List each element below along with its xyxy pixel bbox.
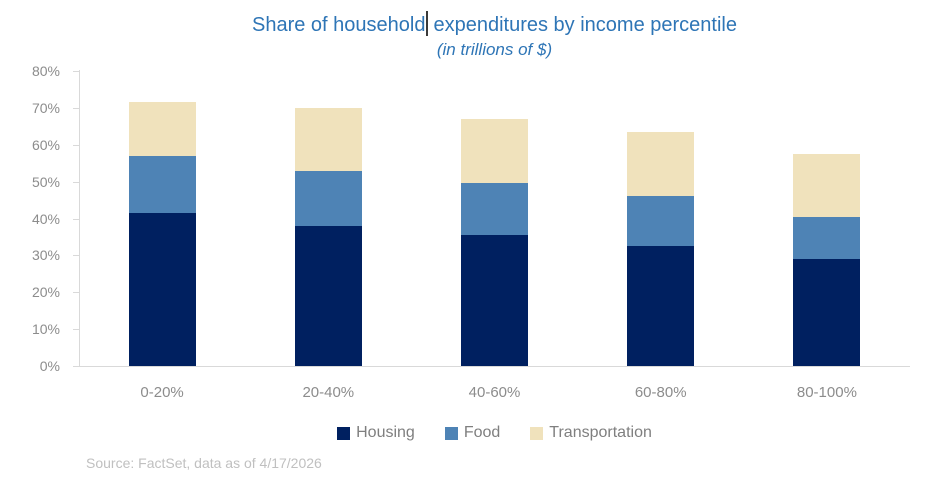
chart-title[interactable]: Share of household expenditures by income… xyxy=(79,11,910,38)
legend-label: Food xyxy=(463,424,501,441)
legend-swatch-food xyxy=(444,426,458,440)
legend-label: Transportation xyxy=(549,424,652,441)
legend-label: Housing xyxy=(356,424,415,441)
y-tick-label: 40% xyxy=(31,210,60,227)
legend-swatch-transportation xyxy=(530,426,544,440)
chart-subtitle: (in trillions of $) xyxy=(436,40,553,59)
x-category-label: 60-80% xyxy=(634,384,687,401)
x-axis-line xyxy=(79,366,910,367)
y-tick-mark xyxy=(73,255,80,257)
y-tick-label: 70% xyxy=(31,99,60,116)
source-note: Source: FactSet, data as of 4/17/2026 xyxy=(86,455,322,471)
x-category-label: 0-20% xyxy=(140,384,184,401)
bar-segment-transportation-0-20%[interactable] xyxy=(128,102,196,156)
bar-segment-transportation-20-40%[interactable] xyxy=(294,107,362,171)
y-tick-label: 0% xyxy=(39,358,60,374)
y-axis-line xyxy=(79,70,80,366)
y-tick-mark xyxy=(73,107,80,109)
text-cursor-caret xyxy=(426,11,429,36)
y-tick-mark xyxy=(73,292,80,294)
bar-segment-food-20-40%[interactable] xyxy=(294,170,362,226)
legend-item-transportation: Transportation xyxy=(530,424,652,442)
bar-segment-housing-60-80%[interactable] xyxy=(627,246,695,366)
bar-segment-housing-40-60%[interactable] xyxy=(461,235,528,366)
chart-title-text-before-cursor: Share of household xyxy=(252,14,426,36)
bar-segment-housing-0-20%[interactable] xyxy=(128,212,196,366)
bar-segment-housing-80-100%[interactable] xyxy=(793,259,861,366)
y-tick-mark xyxy=(73,329,80,331)
y-tick-mark xyxy=(73,366,80,367)
legend: Housing Food Transportation xyxy=(79,424,910,442)
bar-segment-transportation-80-100%[interactable] xyxy=(793,153,861,217)
legend-swatch-housing xyxy=(337,426,351,440)
y-tick-mark xyxy=(73,181,80,183)
y-tick-mark xyxy=(73,144,80,146)
y-tick-mark xyxy=(73,71,80,72)
y-tick-label: 20% xyxy=(31,284,60,301)
y-tick-label: 30% xyxy=(31,247,60,264)
legend-item-food: Food xyxy=(444,424,501,442)
x-category-label: 20-40% xyxy=(302,384,355,401)
bar-segment-housing-20-40%[interactable] xyxy=(294,225,362,366)
y-tick-label: 80% xyxy=(31,63,60,79)
y-tick-mark xyxy=(73,218,80,220)
bar-segment-transportation-60-80%[interactable] xyxy=(627,131,695,197)
bar-segment-transportation-40-60%[interactable] xyxy=(461,118,528,184)
y-tick-label: 10% xyxy=(31,321,60,338)
bar-segment-food-0-20%[interactable] xyxy=(128,155,196,213)
y-tick-label: 60% xyxy=(31,136,60,153)
bar-segment-food-60-80%[interactable] xyxy=(627,196,695,247)
bar-segment-food-80-100%[interactable] xyxy=(793,216,861,260)
x-category-label: 80-100% xyxy=(796,384,857,401)
chart-title-text-after-cursor: expenditures by income percentile xyxy=(433,14,737,36)
legend-item-housing: Housing xyxy=(337,424,415,442)
bar-segment-food-40-60%[interactable] xyxy=(461,183,528,236)
y-tick-label: 50% xyxy=(31,173,60,190)
x-category-label: 40-60% xyxy=(468,384,521,401)
